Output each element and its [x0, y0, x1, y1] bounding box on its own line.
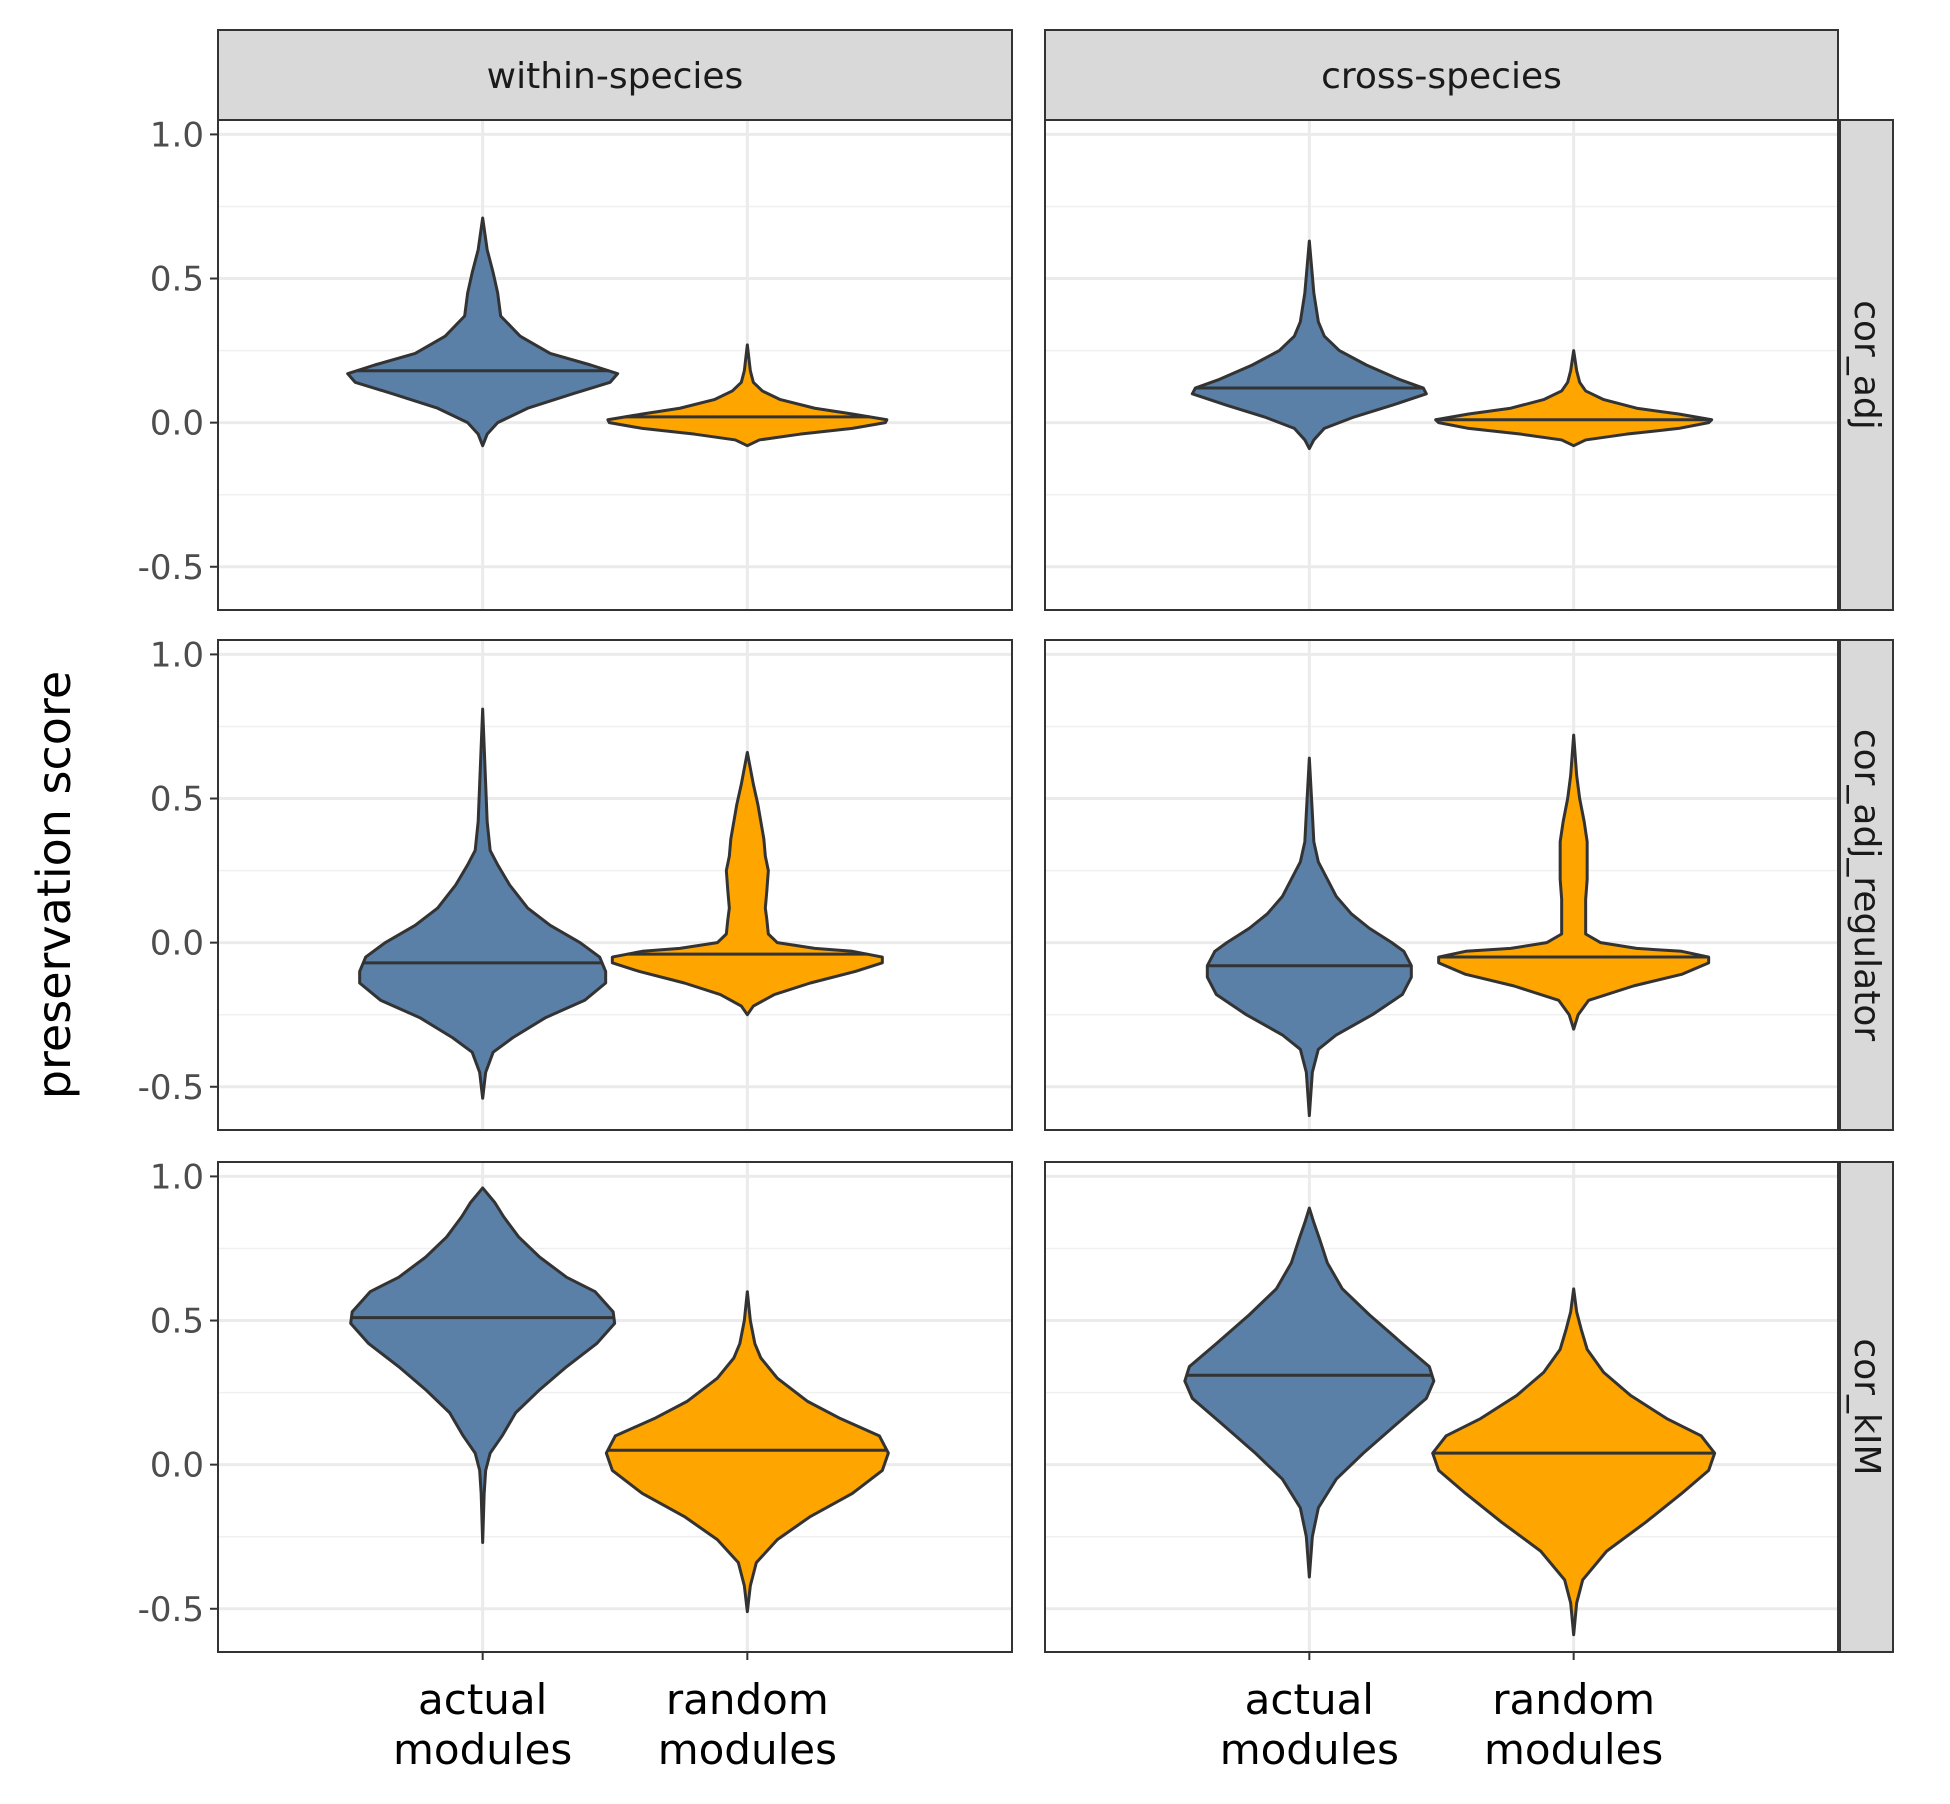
violin-actual [349, 1186, 617, 1544]
x-tick-label-line2: modules [1484, 1725, 1663, 1774]
y-tick-label: -0.5 [138, 1590, 204, 1630]
y-tick-label: 1.0 [150, 1157, 204, 1197]
row-strip-label: cor_adj [1846, 300, 1887, 430]
panel-border [1044, 1161, 1839, 1653]
row-strip [1839, 119, 1894, 611]
column-strip [1044, 29, 1839, 121]
y-tick-label: 0.0 [150, 1446, 204, 1486]
row-strip [1839, 1161, 1894, 1653]
violin-random [606, 343, 889, 448]
y-tick-label: 1.0 [150, 635, 204, 675]
panel-border [1044, 639, 1839, 1131]
y-tick-label: -0.5 [138, 1068, 204, 1108]
panel-background [1045, 120, 1838, 610]
panel-cor_adj-within-species: -0.5 0.0 0.5 1.0 [138, 115, 1013, 611]
row-strip-label: cor_adj_regulator [1846, 729, 1887, 1042]
y-tick-label: 0.0 [150, 404, 204, 444]
y-tick-label: -0.5 [138, 548, 204, 588]
violin-random [1431, 1287, 1717, 1637]
y-tick-label: 0.0 [150, 924, 204, 964]
y-tick-label: 0.5 [150, 780, 204, 820]
violin-actual [358, 707, 608, 1100]
panel-cor_adj_regulator-cross-species [1044, 639, 1839, 1131]
y-tick-label: 1.0 [150, 115, 204, 155]
violin-actual [1205, 756, 1413, 1118]
column-strip-label: within-species [487, 56, 744, 97]
violin-random [1434, 349, 1714, 448]
panel-background [1045, 1162, 1838, 1652]
violin-actual [346, 216, 620, 448]
panel-background [218, 1162, 1012, 1652]
panel-background [218, 640, 1012, 1130]
x-tick-label-line1: actual [418, 1675, 547, 1724]
column-strip [217, 29, 1013, 121]
column-strip-label: cross-species [1321, 56, 1562, 97]
panel-background [218, 120, 1012, 610]
x-tick-label-line1: random [666, 1675, 829, 1724]
x-tick-label-line1: random [1492, 1675, 1655, 1724]
y-tick-label: 0.5 [150, 260, 204, 300]
row-strip-label: cor_kIM [1846, 1338, 1887, 1475]
panel-border [217, 119, 1013, 611]
panel-border [217, 1161, 1013, 1653]
panel-cor_adj_regulator-within-species: -0.5 0.0 0.5 1.0 [138, 635, 1013, 1131]
panel-background [1045, 640, 1838, 1130]
y-tick-label: 0.5 [150, 1302, 204, 1342]
panel-border [217, 639, 1013, 1131]
x-tick-label-line2: modules [658, 1725, 837, 1774]
x-tick-label-line2: modules [393, 1725, 572, 1774]
x-tick-label-line2: modules [1220, 1725, 1399, 1774]
panel-cor_adj-cross-species [1044, 119, 1839, 611]
row-strip [1839, 639, 1894, 1131]
violin-actual [1190, 239, 1428, 451]
y-axis-label: preservation score [27, 671, 81, 1099]
violin-actual [1183, 1206, 1436, 1579]
panel-border [1044, 119, 1839, 611]
x-tick-label-line1: actual [1245, 1675, 1374, 1724]
